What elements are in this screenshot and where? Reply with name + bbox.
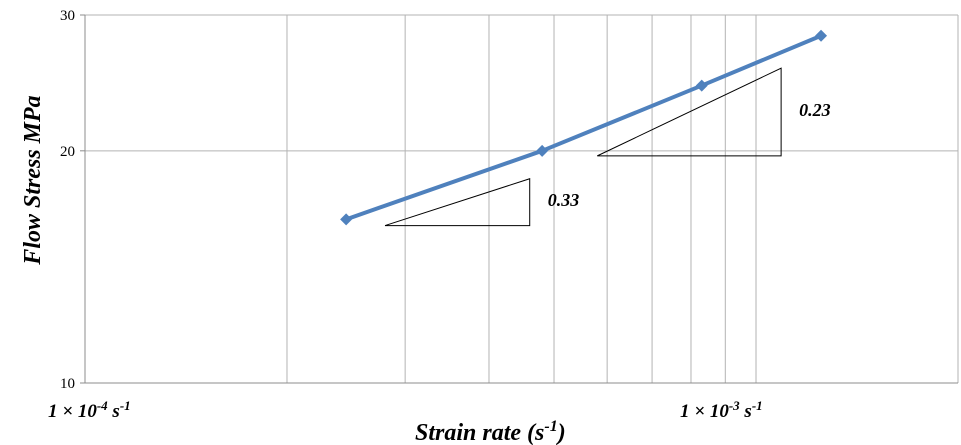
y-tick-label: 10 — [60, 376, 75, 392]
slope-triangle — [597, 67, 782, 157]
data-point-marker — [340, 213, 353, 226]
slope-triangles: 0.33 0.23 — [384, 67, 831, 227]
x-tick-label: 1 × 10-4 s-1 — [48, 398, 131, 422]
data-point-marker — [695, 79, 708, 92]
labels: 10 20 30 1 × 10-4 s-1 1 × 10-3 s-1 Strain rat… — [20, 8, 763, 445]
data-point-marker — [815, 29, 828, 42]
x-axis-title: Strain rate (s-1) — [415, 418, 566, 445]
series — [340, 29, 828, 226]
gridlines — [80, 14, 959, 384]
slope-label: 0.33 — [548, 190, 580, 210]
series-line — [345, 33, 822, 222]
y-tick-label: 20 — [60, 144, 75, 160]
x-tick-label: 1 × 10-3 s-1 — [680, 398, 763, 422]
slope-label: 0.23 — [799, 100, 831, 120]
y-tick-label: 30 — [60, 8, 75, 24]
slope-triangle — [384, 178, 531, 227]
y-axis-title: Flow Stress MPa — [20, 95, 46, 265]
data-point-marker — [536, 144, 549, 157]
